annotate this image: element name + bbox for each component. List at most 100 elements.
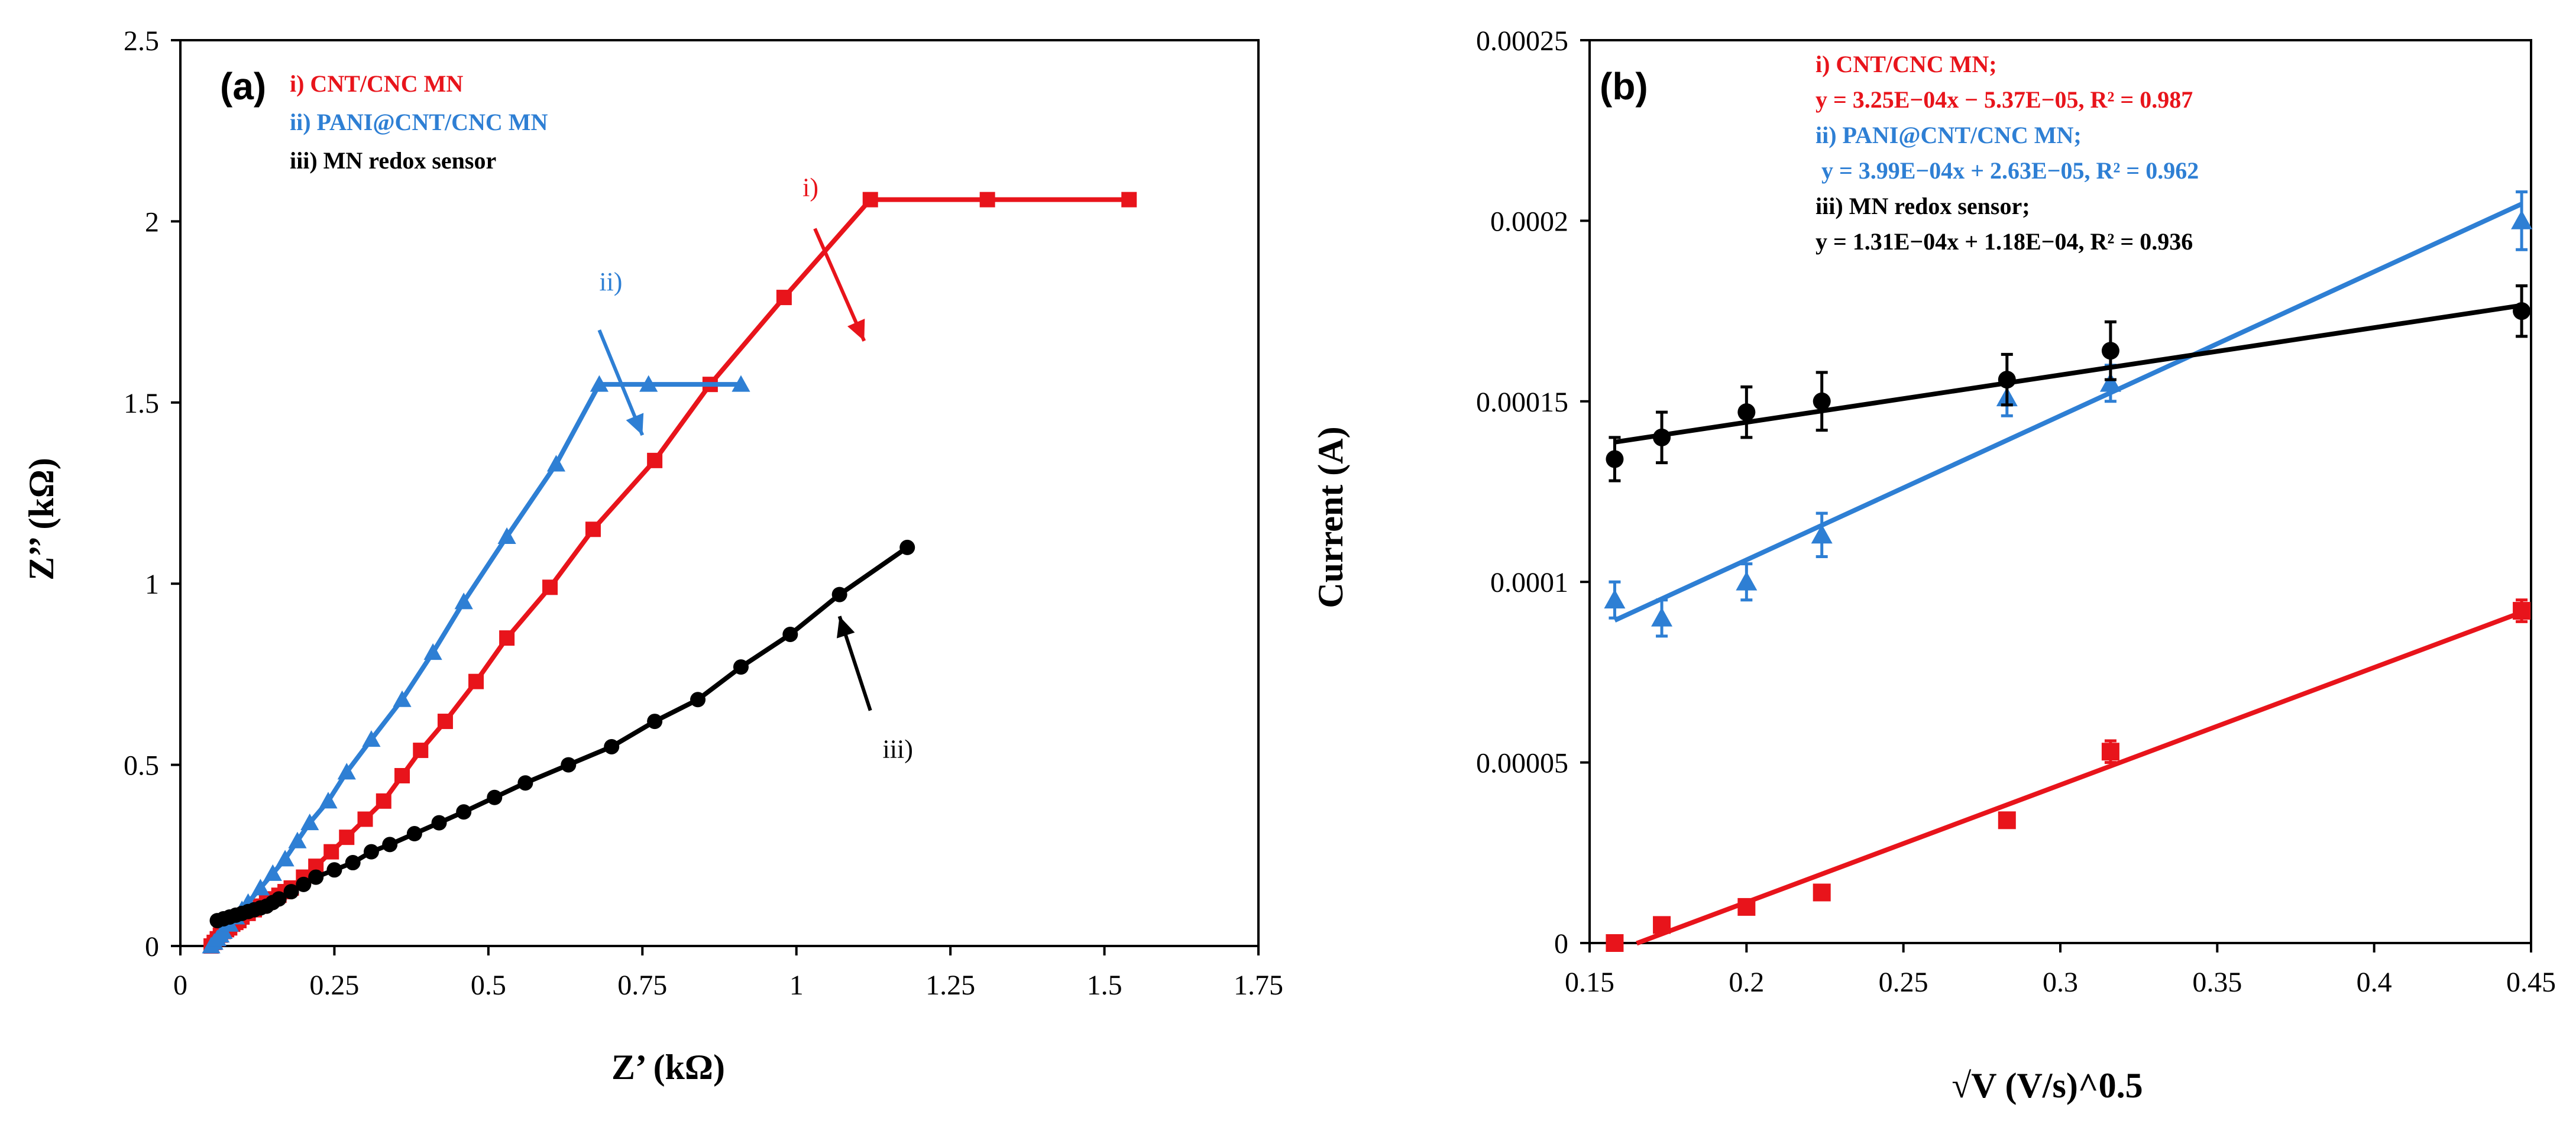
data-point: [1606, 934, 1624, 952]
annotation-arrowhead: [626, 413, 644, 435]
data-point: [1998, 371, 2016, 389]
x-tick-label: 0.4: [2357, 967, 2392, 998]
data-point: [263, 864, 282, 881]
x-tick-label: 1.25: [925, 970, 975, 1001]
data-point: [382, 837, 398, 853]
series-black: [1606, 284, 2531, 482]
data-point: [542, 579, 558, 595]
fit-line: [1614, 303, 2522, 445]
panel-a-axes: 0 0.25 0.5 0.75 1 1.25 1.5 1.75 0 0.5 1 1.5 2 2.5: [124, 25, 1283, 1001]
y-tick-label: 2.5: [124, 25, 159, 57]
panel-a-annotations: i) ii) iii): [597, 173, 913, 763]
panel-a-y-axis-title: Z’’ (kΩ): [22, 458, 61, 580]
data-point: [590, 375, 609, 392]
y-tick-label: 0: [1554, 928, 1568, 960]
legend-b-cnt: i) CNT/CNC MN;: [1816, 51, 1997, 77]
data-point: [647, 714, 663, 730]
panel-a-series: [202, 192, 1137, 954]
data-point: [517, 775, 533, 791]
x-tick-label: 0.35: [2192, 967, 2242, 998]
data-point: [487, 789, 503, 805]
annotation-arrowhead: [836, 616, 855, 639]
data-point: [337, 763, 356, 780]
panel-b-axes: 0.15 0.2 0.25 0.3 0.35 0.4 0.45 0 0.00005 0.0001 0…: [1476, 25, 2556, 998]
data-point: [1813, 392, 1831, 410]
data-point: [1813, 883, 1831, 902]
data-point: [326, 862, 342, 878]
y-tick-label: 2: [145, 206, 159, 238]
panel-b-x-axis-title: √V (V/s)^0.5: [1952, 1066, 2143, 1105]
data-point: [271, 891, 287, 907]
legend-b-pani: ii) PANI@CNT/CNC MN;: [1816, 122, 2082, 148]
data-point: [2513, 602, 2531, 620]
data-point: [1998, 811, 2016, 830]
series-red: [203, 192, 1137, 954]
data-point: [1811, 524, 1833, 544]
data-point: [899, 539, 915, 555]
data-point: [733, 659, 749, 675]
x-tick-label: 0.2: [1729, 967, 1764, 998]
legend-b-mn-equation: y = 1.31E−04x + 1.18E−04, R² = 0.936: [1816, 228, 2193, 255]
annotation-label: i): [802, 173, 818, 202]
legend-a-mn: iii) MN redox sensor: [290, 147, 496, 174]
panel-b: 0.15 0.2 0.25 0.3 0.35 0.4 0.45 0 0.00005 0.0001 0…: [1311, 25, 2556, 1105]
data-point: [357, 811, 373, 827]
y-tick-label: 0.00015: [1476, 387, 1568, 418]
panel-a-label: (a): [220, 65, 266, 108]
legend-b-cnt-equation: y = 3.25E−04x − 5.37E−05, R² = 0.987: [1816, 86, 2193, 113]
x-tick-label: 0.5: [471, 970, 506, 1001]
data-point: [376, 793, 391, 809]
data-point: [776, 290, 792, 306]
data-point: [308, 869, 324, 885]
x-tick-label: 1.5: [1087, 970, 1122, 1001]
data-point: [323, 844, 339, 860]
data-point: [1653, 428, 1671, 446]
data-point: [979, 192, 995, 208]
panel-b-label: (b): [1600, 65, 1648, 108]
data-point: [647, 452, 663, 468]
data-point: [782, 626, 798, 642]
legend-a-pani: ii) PANI@CNT/CNC MN: [290, 109, 548, 135]
panel-a-legend: i) CNT/CNC MN ii) PANI@CNT/CNC MN iii) M…: [290, 70, 548, 174]
legend-b-mn: iii) MN redox sensor;: [1816, 193, 2030, 219]
data-point: [406, 826, 422, 842]
y-tick-label: 0.00005: [1476, 748, 1568, 779]
x-tick-label: 0.25: [309, 970, 359, 1001]
y-tick-label: 0: [145, 931, 159, 963]
data-point: [831, 587, 847, 602]
data-point: [276, 850, 295, 867]
data-point: [393, 690, 412, 707]
data-point: [468, 673, 484, 689]
x-tick-label: 0.75: [617, 970, 667, 1001]
y-tick-label: 1: [145, 569, 159, 600]
x-tick-label: 1.75: [1234, 970, 1283, 1001]
data-point: [1737, 403, 1756, 422]
data-point: [362, 730, 381, 747]
plot-frame: [179, 39, 1260, 947]
x-tick-label: 0.25: [1879, 967, 1928, 998]
data-point: [1736, 571, 1758, 591]
data-point: [319, 792, 338, 809]
data-point: [585, 521, 601, 537]
data-point: [604, 738, 620, 754]
x-tick-label: 0: [173, 970, 187, 1001]
data-point: [413, 743, 429, 759]
data-point: [2099, 372, 2121, 392]
fit-line: [1636, 610, 2523, 946]
data-point: [2101, 743, 2119, 761]
data-point: [862, 192, 878, 208]
data-point: [561, 757, 577, 773]
data-point: [300, 814, 319, 831]
series-red: [1606, 598, 2531, 952]
data-point: [283, 884, 299, 900]
annotation-label: ii): [599, 267, 622, 296]
fit-line: [1613, 202, 2523, 623]
data-point: [456, 804, 472, 820]
data-point: [454, 592, 473, 610]
y-tick-label: 1.5: [124, 388, 159, 419]
annotation-label: iii): [883, 734, 913, 763]
data-point: [690, 692, 706, 708]
series-blue: [202, 375, 750, 954]
annotation-arrowhead: [847, 319, 865, 341]
